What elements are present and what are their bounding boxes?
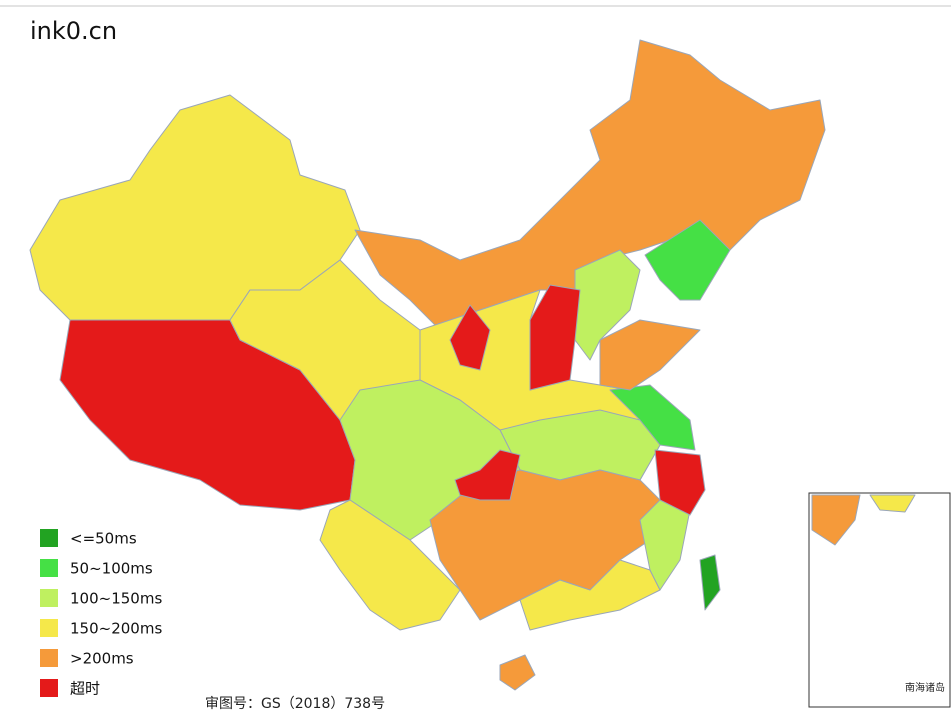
legend-label: <=50ms (70, 530, 137, 548)
legend-swatch (40, 619, 58, 637)
shandong (599, 319, 701, 391)
legend-swatch (40, 529, 58, 547)
hainan (499, 654, 536, 691)
legend: <=50ms 50~100ms 100~150ms 150~200ms >200ms 超时 (40, 529, 162, 698)
title: ink0.cn (30, 17, 117, 45)
legend-label: 150~200ms (70, 620, 162, 638)
liaoning (644, 219, 731, 301)
zhejiang (654, 449, 706, 516)
legend-label: 超时 (70, 680, 100, 698)
south-central (429, 469, 661, 621)
inset-land (811, 494, 861, 546)
legend-swatch (40, 559, 58, 577)
hebei (574, 249, 641, 361)
ningxia (449, 304, 491, 371)
provinces (29, 39, 826, 691)
yunnan (319, 499, 461, 631)
inset-label: 南海诸岛 (905, 681, 945, 694)
legend-swatch (40, 679, 58, 697)
taiwan (699, 554, 721, 611)
legend-label: 50~100ms (70, 560, 153, 578)
inset-land (869, 494, 916, 513)
footer: 审图号：GS（2018）738号 (205, 696, 385, 712)
legend-label: >200ms (70, 650, 134, 668)
legend-swatch (40, 589, 58, 607)
inset: 南海诸岛 (808, 492, 951, 708)
legend-swatch (40, 649, 58, 667)
chongqing (454, 449, 521, 501)
shanxi (529, 284, 581, 391)
jiangsu (609, 384, 696, 451)
legend-label: 100~150ms (70, 590, 162, 608)
